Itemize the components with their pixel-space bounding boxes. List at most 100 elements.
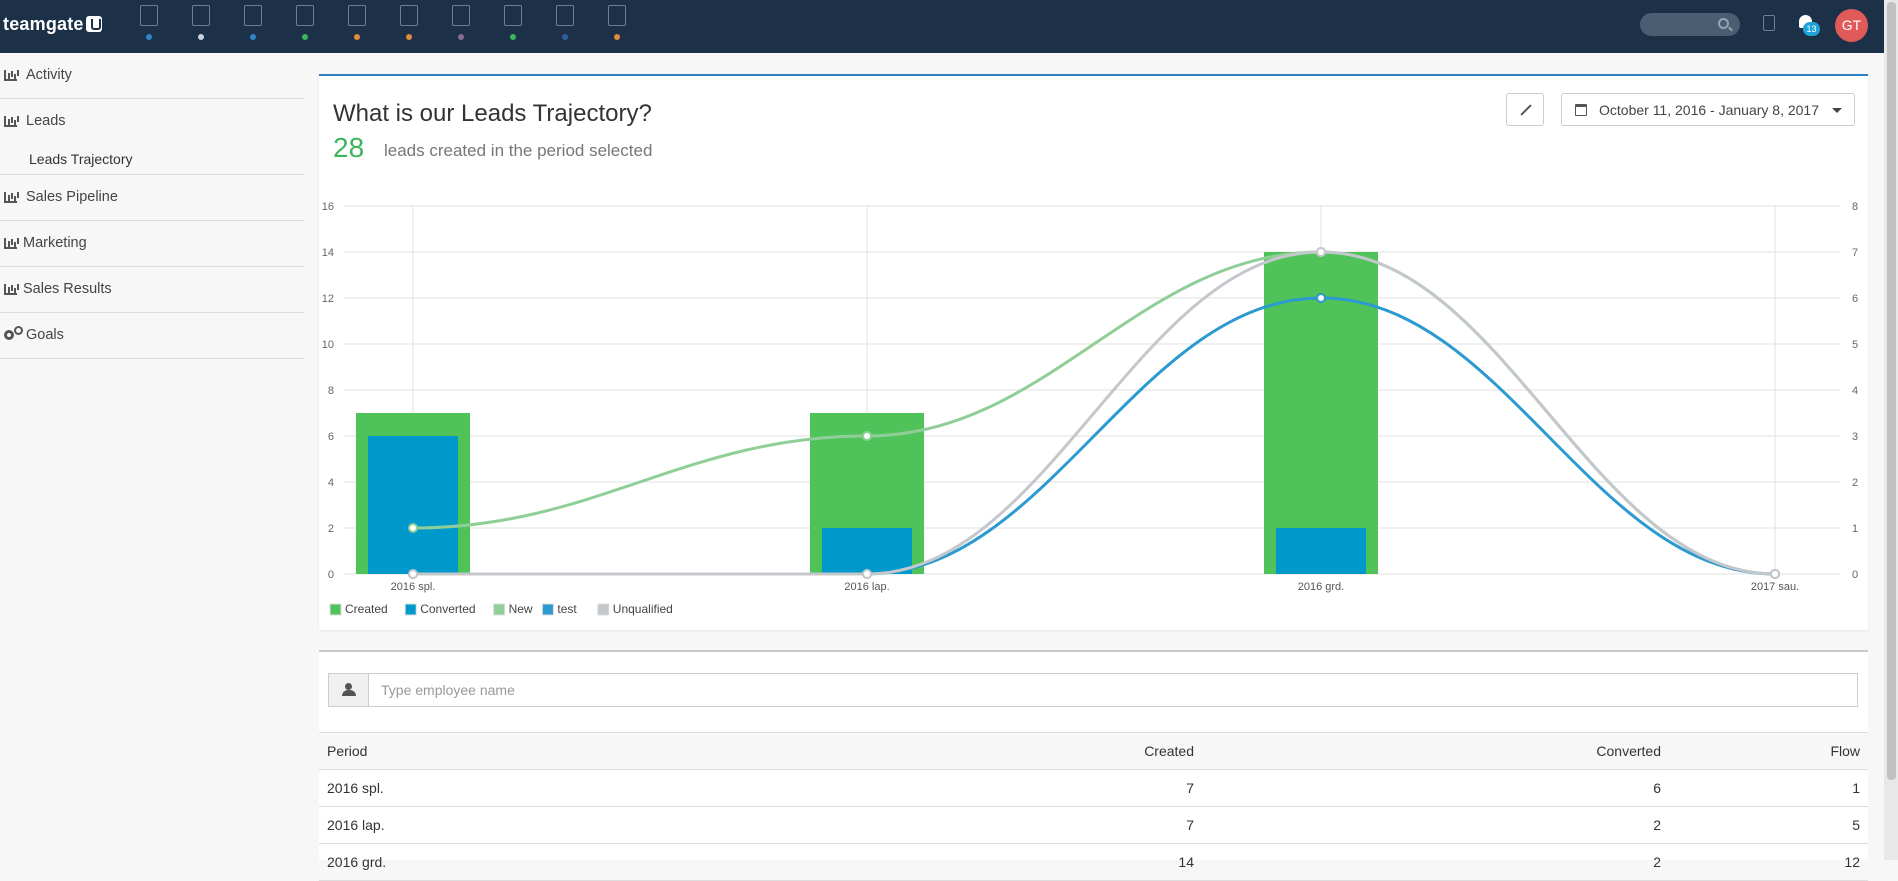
logo-text: teamgate: [3, 14, 84, 34]
calendar-icon[interactable]: [394, 4, 424, 44]
sidebar-item-label: Sales Pipeline: [26, 189, 118, 205]
column-header-created[interactable]: Created: [889, 732, 1202, 770]
y-axis-right-tick-label: 1: [1852, 523, 1858, 535]
calendar-icon: [1575, 104, 1587, 116]
bar-created: [1264, 252, 1378, 574]
notification-badge: 13: [1803, 22, 1820, 36]
leads-count: 28: [333, 132, 365, 163]
top-navigation-bar: teamgate 13 GT: [0, 0, 1884, 53]
y-axis-right-tick-label: 6: [1852, 293, 1858, 305]
contacts-icon[interactable]: [290, 4, 320, 44]
nav-status-dot: [458, 34, 464, 40]
x-axis-tick-label: 2016 spl.: [391, 581, 436, 593]
deals-icon[interactable]: [342, 4, 372, 44]
sidebar-subitem-leads-trajectory[interactable]: Leads Trajectory: [29, 151, 133, 167]
bar-converted: [1276, 528, 1366, 574]
sidebar-item-label: Leads: [26, 113, 66, 129]
sidebar-item-goals[interactable]: Goals: [0, 313, 304, 359]
point-unqualified: [862, 569, 872, 579]
column-header-flow[interactable]: Flow: [1669, 732, 1868, 770]
sidebar-item-label: Goals: [26, 327, 64, 343]
nav-glyph: [556, 5, 574, 26]
leads-table: Period Created Converted Flow 2016 spl. …: [319, 732, 1868, 881]
table-row: 2016 lap. 7 2 5: [319, 806, 1868, 844]
point-test: [1316, 293, 1326, 303]
page-scrollbar[interactable]: [1884, 0, 1898, 860]
x-axis-tick-label: 2017 sau.: [1751, 581, 1799, 593]
date-range-picker[interactable]: October 11, 2016 - January 8, 2017: [1561, 93, 1855, 126]
users-icon: [342, 683, 356, 696]
reports-sidebar: Activity Leads Leads Trajectory Sales Pi…: [0, 53, 304, 860]
companies-icon[interactable]: [238, 4, 268, 44]
column-header-period[interactable]: Period: [319, 732, 889, 770]
y-axis-right-tick-label: 2: [1852, 477, 1858, 489]
cell-converted: 2: [1202, 806, 1669, 844]
teamgate-logo[interactable]: teamgate: [3, 14, 102, 35]
nav-glyph: [192, 5, 210, 26]
point-unqualified: [1770, 569, 1780, 579]
column-header-converted[interactable]: Converted: [1202, 732, 1669, 770]
reports-icon[interactable]: [550, 4, 580, 44]
y-axis-right-tick-label: 3: [1852, 431, 1858, 443]
nav-glyph: [140, 5, 158, 26]
legend-swatch: [597, 603, 610, 616]
sidebar-item-sales-results[interactable]: Sales Results: [0, 267, 304, 313]
sidebar-item-marketing[interactable]: Marketing: [0, 221, 304, 267]
x-axis-tick-label: 2016 lap.: [844, 581, 889, 593]
bar-converted: [822, 528, 912, 574]
sidebar-item-leads[interactable]: Leads Leads Trajectory: [0, 99, 304, 175]
caret-down-icon: [1832, 108, 1842, 113]
date-range-label: October 11, 2016 - January 8, 2017: [1599, 102, 1819, 118]
cell-flow: 12: [1669, 843, 1868, 881]
clipboard-icon[interactable]: [498, 4, 528, 44]
y-axis-left-tick-label: 8: [328, 385, 334, 397]
sidebar-item-label: Sales Results: [23, 281, 112, 297]
cell-flow: 1: [1669, 769, 1868, 807]
expand-button[interactable]: [1506, 93, 1544, 126]
nav-glyph: [400, 5, 418, 26]
legend-label: Converted: [420, 602, 475, 616]
user-avatar[interactable]: GT: [1835, 9, 1868, 42]
y-axis-left-tick-label: 10: [322, 339, 334, 351]
cell-created: 7: [889, 806, 1202, 844]
document-icon[interactable]: [1763, 15, 1775, 31]
expand-icon: [1520, 104, 1532, 116]
table-row: 2016 spl. 7 6 1: [319, 769, 1868, 807]
employee-name-input[interactable]: [370, 674, 1855, 706]
nav-status-dot: [146, 34, 152, 40]
bar-chart-icon: [4, 284, 17, 295]
nav-status-dot: [302, 34, 308, 40]
global-search[interactable]: [1640, 13, 1740, 36]
logo-mark-icon: [85, 16, 102, 32]
leads-trajectory-card: What is our Leads Trajectory? 28 leads c…: [319, 74, 1868, 630]
nav-status-dot: [198, 34, 204, 40]
sidebar-item-sales-pipeline[interactable]: Sales Pipeline: [0, 175, 304, 221]
legend-swatch: [404, 603, 417, 616]
table-row: 2016 grd. 14 2 12: [319, 843, 1868, 881]
point-new: [862, 431, 872, 441]
page-title: What is our Leads Trajectory?: [333, 100, 652, 127]
cell-period: 2016 spl.: [319, 769, 889, 807]
y-axis-right-tick-label: 0: [1852, 569, 1858, 581]
bar-converted: [368, 436, 458, 574]
nav-status-dot: [406, 34, 412, 40]
y-axis-right-tick-label: 4: [1852, 385, 1858, 397]
x-axis-tick-label: 2016 grd.: [1298, 581, 1344, 593]
y-axis-left-tick-label: 4: [328, 477, 334, 489]
nav-glyph: [452, 5, 470, 26]
inbox-icon[interactable]: [446, 4, 476, 44]
nav-glyph: [608, 5, 626, 26]
table-header-row: Period Created Converted Flow: [319, 732, 1868, 770]
dashboard-icon[interactable]: [134, 4, 164, 44]
cell-period: 2016 lap.: [319, 806, 889, 844]
target-icon[interactable]: [186, 4, 216, 44]
documents-icon[interactable]: [602, 4, 632, 44]
scrollbar-thumb[interactable]: [1887, 2, 1896, 780]
point-unqualified: [408, 569, 418, 579]
search-icon[interactable]: [1718, 18, 1729, 29]
employee-filter-button[interactable]: [329, 674, 369, 706]
sidebar-item-activity[interactable]: Activity: [0, 53, 304, 99]
employee-filter: [328, 673, 1858, 707]
y-axis-right-tick-label: 7: [1852, 247, 1858, 259]
